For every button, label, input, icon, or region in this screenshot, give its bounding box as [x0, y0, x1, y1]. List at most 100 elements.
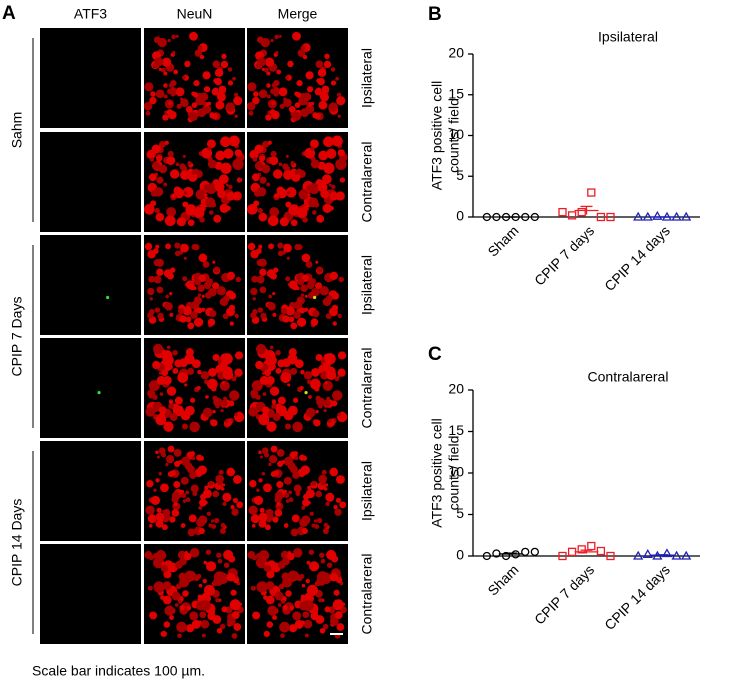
- neuron: [266, 570, 275, 579]
- neuron: [185, 280, 195, 290]
- neuron: [175, 34, 179, 38]
- neuron: [315, 353, 323, 362]
- neuron: [316, 517, 323, 524]
- neuron: [336, 475, 345, 484]
- panel-label: C: [428, 344, 442, 365]
- neuron: [179, 358, 189, 368]
- neuron: [270, 150, 277, 157]
- neuron: [299, 601, 309, 611]
- neuron: [171, 509, 180, 517]
- x-tick-label: CPIP 14 days: [601, 561, 673, 633]
- neuron: [317, 77, 325, 86]
- neuron: [305, 578, 311, 584]
- neuron: [302, 455, 308, 461]
- neuron: [252, 96, 260, 105]
- neuron: [145, 505, 155, 515]
- neuron: [318, 404, 323, 409]
- neuron: [151, 144, 161, 154]
- neuron: [226, 271, 235, 280]
- neuron: [303, 307, 309, 312]
- neuron: [254, 161, 263, 170]
- row-label: Ipsilateral: [359, 461, 375, 521]
- x-tick-label: CPIP 14 days: [601, 222, 673, 294]
- neuron: [212, 580, 218, 587]
- data-point: [652, 210, 663, 220]
- neuron: [285, 590, 292, 597]
- neuron: [277, 242, 284, 249]
- neuron: [232, 76, 236, 81]
- neuron: [172, 367, 179, 374]
- neuron: [285, 306, 295, 316]
- neuron: [287, 570, 299, 581]
- neuron: [277, 250, 284, 257]
- neuron: [200, 619, 210, 629]
- data-point: [642, 549, 653, 558]
- neuron: [182, 590, 189, 597]
- neuron: [170, 267, 176, 273]
- neuron: [171, 591, 181, 601]
- neuron: [160, 67, 166, 73]
- neuron: [209, 309, 217, 318]
- neuron: [177, 633, 182, 639]
- neuron: [318, 150, 329, 161]
- neuron: [213, 517, 220, 524]
- neuron: [152, 343, 164, 355]
- neuron: [174, 396, 183, 405]
- neuron: [290, 528, 299, 537]
- neuron: [226, 205, 231, 211]
- neuron: [277, 603, 282, 607]
- neuron: [315, 490, 323, 498]
- neuron: [233, 577, 240, 584]
- neuron: [307, 291, 315, 299]
- row-label: Contralareral: [359, 554, 375, 635]
- neuron: [205, 197, 216, 208]
- neuron: [197, 594, 203, 600]
- neuron: [218, 469, 224, 475]
- neuron: [158, 447, 166, 455]
- neuron: [221, 353, 233, 365]
- neuron: [184, 383, 188, 387]
- neuron: [228, 135, 240, 147]
- neuron: [220, 408, 224, 413]
- neuron: [193, 80, 200, 87]
- neuron: [247, 203, 258, 215]
- neuron: [282, 557, 290, 566]
- neuron: [314, 112, 321, 120]
- neuron: [285, 499, 290, 503]
- panel-label: B: [428, 4, 442, 25]
- neuron: [304, 97, 308, 102]
- atf3-cell: [313, 295, 317, 300]
- neuron: [274, 193, 280, 199]
- neuron: [235, 276, 242, 283]
- neuron: [171, 403, 179, 411]
- neuron: [258, 212, 268, 222]
- neuron: [215, 404, 220, 409]
- neuron: [312, 309, 320, 318]
- neuron: [270, 471, 277, 478]
- neuron: [326, 148, 337, 159]
- neuron: [168, 400, 174, 405]
- micrograph: [40, 28, 141, 128]
- neuron: [175, 583, 182, 590]
- neuron: [224, 419, 229, 423]
- neuron: [153, 581, 165, 593]
- neuron: [184, 552, 192, 561]
- neuron: [199, 498, 207, 507]
- neuron: [277, 460, 284, 467]
- neuron: [303, 493, 310, 500]
- neuron: [276, 69, 282, 75]
- neuron: [184, 456, 189, 461]
- neuron: [194, 278, 202, 286]
- neuron: [250, 185, 254, 189]
- neuron: [166, 207, 177, 217]
- neuron: [190, 484, 199, 493]
- neuron: [187, 367, 195, 375]
- neuron: [280, 633, 285, 639]
- neuron: [167, 445, 175, 453]
- neuron: [259, 286, 267, 294]
- neuron: [174, 603, 179, 607]
- neuron: [310, 612, 319, 621]
- neuron: [206, 278, 213, 285]
- neuron: [300, 284, 308, 292]
- neuron: [312, 160, 320, 168]
